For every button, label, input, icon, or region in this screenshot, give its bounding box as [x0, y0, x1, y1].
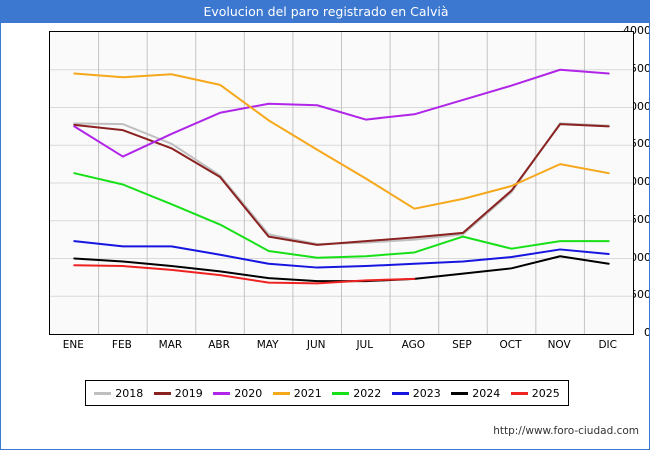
series-canvas: [50, 32, 633, 334]
series-line-2019: [73, 123, 610, 246]
series-line-2020: [73, 68, 610, 158]
legend-item-label: 2018: [115, 386, 144, 400]
x-axis-tick-label: AGO: [401, 339, 426, 351]
legend-swatch-icon: [391, 391, 409, 395]
x-axis-tick-label: JUN: [306, 339, 326, 351]
legend-swatch-icon: [332, 391, 350, 395]
plot-area: [49, 31, 634, 335]
x-axis-tick-label: ABR: [208, 339, 230, 351]
x-axis-tick-label: DIC: [598, 339, 617, 351]
y-axis-tick-label: 0: [609, 327, 649, 338]
x-axis-tick-label: FEB: [111, 339, 132, 351]
x-axis-tick-label: NOV: [547, 339, 571, 351]
legend-item-label: 2024: [472, 386, 501, 400]
x-axis-tick-label: MAR: [158, 339, 183, 351]
series-line-2021: [73, 72, 610, 210]
legend-swatch-icon: [451, 391, 469, 395]
x-axis-tick-label: OCT: [499, 339, 522, 351]
legend-item-2021[interactable]: 2021: [272, 386, 322, 400]
y-axis-tick-label: 3000: [623, 99, 650, 113]
legend-item-label: 2023: [412, 386, 441, 400]
legend-item-label: 2022: [353, 386, 382, 400]
page-title: Evolucion del paro registrado en Calvià: [1, 1, 649, 23]
y-axis-tick-label: 1500: [623, 212, 650, 226]
legend-item-label: 2019: [174, 386, 203, 400]
legend-swatch-icon: [153, 391, 171, 395]
legend-item-label: 2021: [293, 386, 322, 400]
series-line-2023: [73, 240, 610, 269]
legend-item-2023[interactable]: 2023: [391, 386, 441, 400]
legend-item-label: 2025: [531, 386, 560, 400]
y-axis-tick-label: 4000: [623, 24, 650, 37]
legend-item-label: 2020: [234, 386, 263, 400]
legend-swatch-icon: [213, 391, 231, 395]
x-axis-tick-label: MAY: [256, 339, 279, 351]
legend-item-2018[interactable]: 2018: [94, 387, 143, 400]
source-url: http://www.foro-ciudad.com: [493, 425, 639, 437]
y-axis-tick-label: 3500: [623, 61, 650, 75]
legend-swatch-icon: [510, 391, 528, 395]
legend-item-2020[interactable]: 2020: [213, 387, 262, 400]
x-axis-tick-label: JUL: [356, 339, 374, 351]
y-axis-tick-label: 1000: [623, 250, 650, 264]
x-axis-tick-label: SEP: [452, 339, 472, 351]
y-axis-tick-label: 2500: [623, 137, 650, 151]
y-axis-tick-label: 500: [630, 288, 650, 302]
legend-item-2025[interactable]: 2025: [510, 386, 560, 400]
legend-item-2022[interactable]: 2022: [332, 387, 381, 400]
legend-swatch-icon: [94, 391, 112, 395]
legend: 2018 2019 2020 2021 2022 2023 2024 2025: [85, 380, 569, 406]
legend-item-2024[interactable]: 2024: [451, 387, 500, 400]
series-line-2022: [73, 172, 610, 259]
legend-item-2019[interactable]: 2019: [153, 386, 203, 400]
x-axis-tick-label: ENE: [62, 339, 84, 351]
y-axis-tick-label: 2000: [623, 175, 650, 188]
legend-swatch-icon: [272, 391, 290, 395]
series-line-2025: [73, 264, 416, 285]
chart-container: 0 500 1000 1500 2000 2500 3000 3500 4000 ENE FEB M…: [1, 23, 650, 363]
